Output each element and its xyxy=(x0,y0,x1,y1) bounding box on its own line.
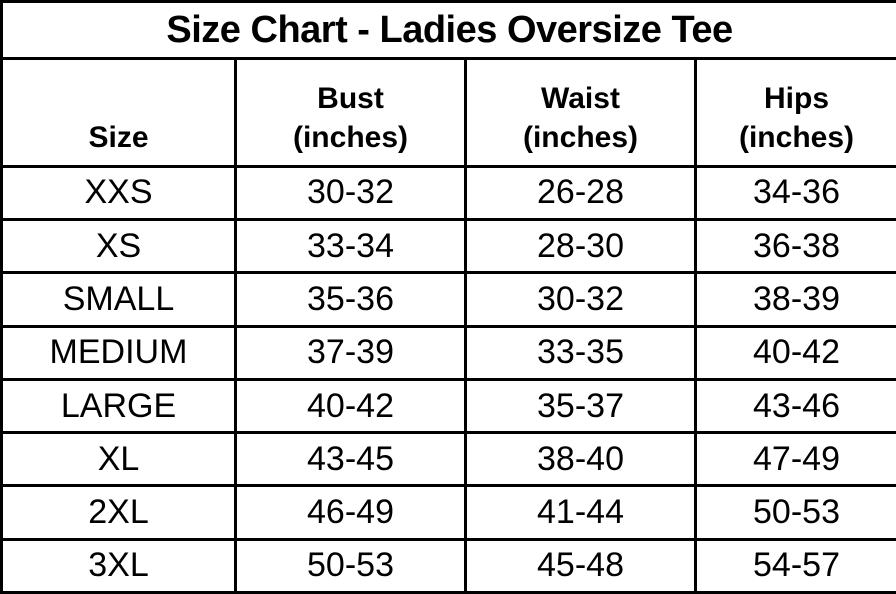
size-cell: XXS xyxy=(0,164,237,222)
hips-cell: 40-42 xyxy=(693,324,896,381)
column-header-unit: (inches) xyxy=(522,120,639,154)
column-header-label: Bust xyxy=(317,81,384,115)
column-header-waist: Waist (inches) xyxy=(464,57,697,168)
column-header-unit: (inches) xyxy=(738,120,855,154)
bust-cell: 30-32 xyxy=(234,164,467,222)
bust-cell: 37-39 xyxy=(234,324,467,381)
size-cell: LARGE xyxy=(0,377,237,435)
waist-cell: 41-44 xyxy=(464,484,697,541)
table-row-xxs: XXS 30-32 26-28 34-36 xyxy=(0,164,896,222)
bust-cell: 33-34 xyxy=(234,218,467,275)
waist-cell: 35-37 xyxy=(464,377,697,435)
hips-cell: 50-53 xyxy=(693,484,896,541)
size-cell: 2XL xyxy=(0,484,237,541)
bust-cell: 50-53 xyxy=(234,537,467,594)
column-header-label: Hips xyxy=(764,81,830,115)
size-cell: SMALL xyxy=(0,271,237,328)
chart-title: Size Chart - Ladies Oversize Tee xyxy=(0,0,896,61)
column-header-label: Size xyxy=(88,120,149,154)
bust-cell: 46-49 xyxy=(234,484,467,541)
header-row: Size Bust (inches) Waist (inches) Hips (… xyxy=(0,57,896,168)
column-header-bust: Bust (inches) xyxy=(234,57,467,168)
bust-cell: 35-36 xyxy=(234,271,467,328)
column-header-hips: Hips (inches) xyxy=(693,57,896,168)
hips-cell: 38-39 xyxy=(693,271,896,328)
size-cell: 3XL xyxy=(0,537,237,594)
hips-cell: 47-49 xyxy=(693,431,896,488)
hips-cell: 36-38 xyxy=(693,218,896,275)
size-cell: MEDIUM xyxy=(0,324,237,381)
column-header-label: Waist xyxy=(541,81,620,115)
waist-cell: 28-30 xyxy=(464,218,697,275)
bust-cell: 43-45 xyxy=(234,431,467,488)
column-header-size: Size xyxy=(0,57,237,168)
hips-cell: 43-46 xyxy=(693,377,896,435)
column-header-unit: (inches) xyxy=(292,120,409,154)
bust-cell: 40-42 xyxy=(234,377,467,435)
waist-cell: 30-32 xyxy=(464,271,697,328)
title-row: Size Chart - Ladies Oversize Tee xyxy=(0,0,896,61)
table-row-large: LARGE 40-42 35-37 43-46 xyxy=(0,377,896,435)
hips-cell: 54-57 xyxy=(693,537,896,594)
table-row-2xl: 2XL 46-49 41-44 50-53 xyxy=(0,484,896,541)
waist-cell: 26-28 xyxy=(464,164,697,222)
table-row-3xl: 3XL 50-53 45-48 54-57 xyxy=(0,537,896,594)
waist-cell: 33-35 xyxy=(464,324,697,381)
size-cell: XS xyxy=(0,218,237,275)
waist-cell: 45-48 xyxy=(464,537,697,594)
table-row-medium: MEDIUM 37-39 33-35 40-42 xyxy=(0,324,896,381)
table-row-small: SMALL 35-36 30-32 38-39 xyxy=(0,271,896,328)
table-row-xl: XL 43-45 38-40 47-49 xyxy=(0,431,896,488)
size-cell: XL xyxy=(0,431,237,488)
waist-cell: 38-40 xyxy=(464,431,697,488)
table-row-xs: XS 33-34 28-30 36-38 xyxy=(0,218,896,275)
hips-cell: 34-36 xyxy=(693,164,896,222)
